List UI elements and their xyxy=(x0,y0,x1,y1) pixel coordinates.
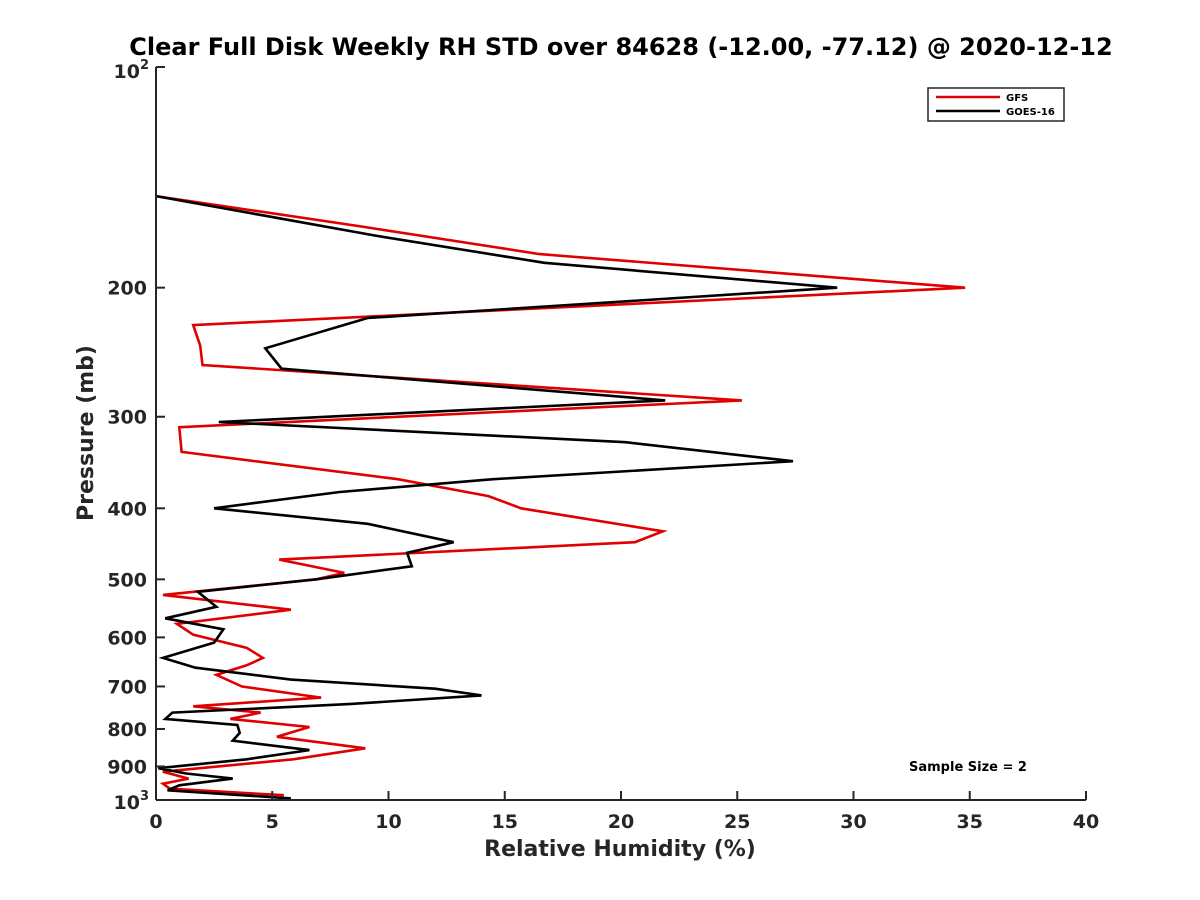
y-tick-label: 800 xyxy=(107,719,147,741)
chart-title: Clear Full Disk Weekly RH STD over 84628… xyxy=(129,33,1112,61)
series-layer xyxy=(155,194,966,800)
y-bottom-exp: 3 xyxy=(140,789,149,804)
x-tick-label: 20 xyxy=(608,811,634,833)
x-tick-label: 5 xyxy=(266,811,279,833)
x-tick-label: 40 xyxy=(1073,811,1099,833)
x-tick-label: 30 xyxy=(840,811,866,833)
series-line-gfs xyxy=(155,194,966,797)
y-tick-label-bottom: 103 xyxy=(114,789,150,814)
series-line-goes16 xyxy=(155,194,838,800)
x-tick-label: 35 xyxy=(957,811,983,833)
y-tick-label: 300 xyxy=(107,407,147,429)
legend-box xyxy=(927,87,1065,122)
sample-size-annotation: Sample Size = 2 xyxy=(909,760,1027,775)
y-axis-label: Pressure (mb) xyxy=(74,345,99,521)
y-bottom-base: 10 xyxy=(114,792,140,814)
legend-label-goes16: GOES-16 xyxy=(1006,107,1055,118)
y-tick-label: 500 xyxy=(107,569,147,591)
legend-label-gfs: GFS xyxy=(1006,93,1028,104)
x-tick-label: 0 xyxy=(149,811,162,833)
y-tick-label: 400 xyxy=(107,498,147,520)
y-tick-label: 900 xyxy=(107,756,147,778)
x-axis-label: Relative Humidity (%) xyxy=(484,837,756,862)
y-top-exp: 2 xyxy=(140,58,149,73)
y-top-base: 10 xyxy=(114,61,140,83)
x-tick-label: 15 xyxy=(492,811,518,833)
y-tick-label: 200 xyxy=(107,278,147,300)
axes-layer: 0 5 10 15 20 25 30 35 40 200 300 400 500 600 700 800 900 xyxy=(107,66,1099,833)
y-tick-label: 700 xyxy=(107,676,147,698)
x-tick-label: 25 xyxy=(724,811,750,833)
legend: GFS GOES-16 xyxy=(927,87,1065,122)
y-tick-label-top: 102 xyxy=(114,58,150,83)
x-tick-label: 10 xyxy=(375,811,401,833)
y-tick-label: 600 xyxy=(107,627,147,649)
